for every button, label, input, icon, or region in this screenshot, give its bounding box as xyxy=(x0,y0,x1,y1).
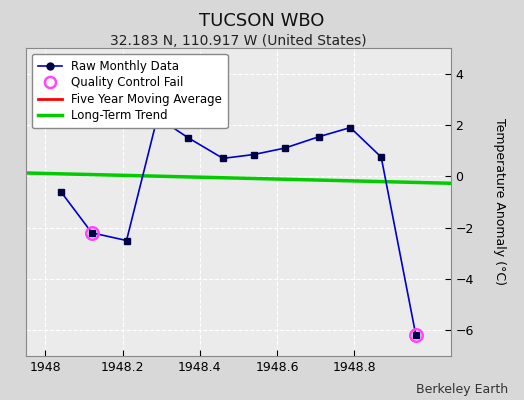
Legend: Raw Monthly Data, Quality Control Fail, Five Year Moving Average, Long-Term Tren: Raw Monthly Data, Quality Control Fail, … xyxy=(32,54,228,128)
Y-axis label: Temperature Anomaly (°C): Temperature Anomaly (°C) xyxy=(493,118,506,286)
Text: TUCSON WBO: TUCSON WBO xyxy=(199,12,325,30)
Text: Berkeley Earth: Berkeley Earth xyxy=(416,383,508,396)
Title: 32.183 N, 110.917 W (United States): 32.183 N, 110.917 W (United States) xyxy=(110,34,367,48)
